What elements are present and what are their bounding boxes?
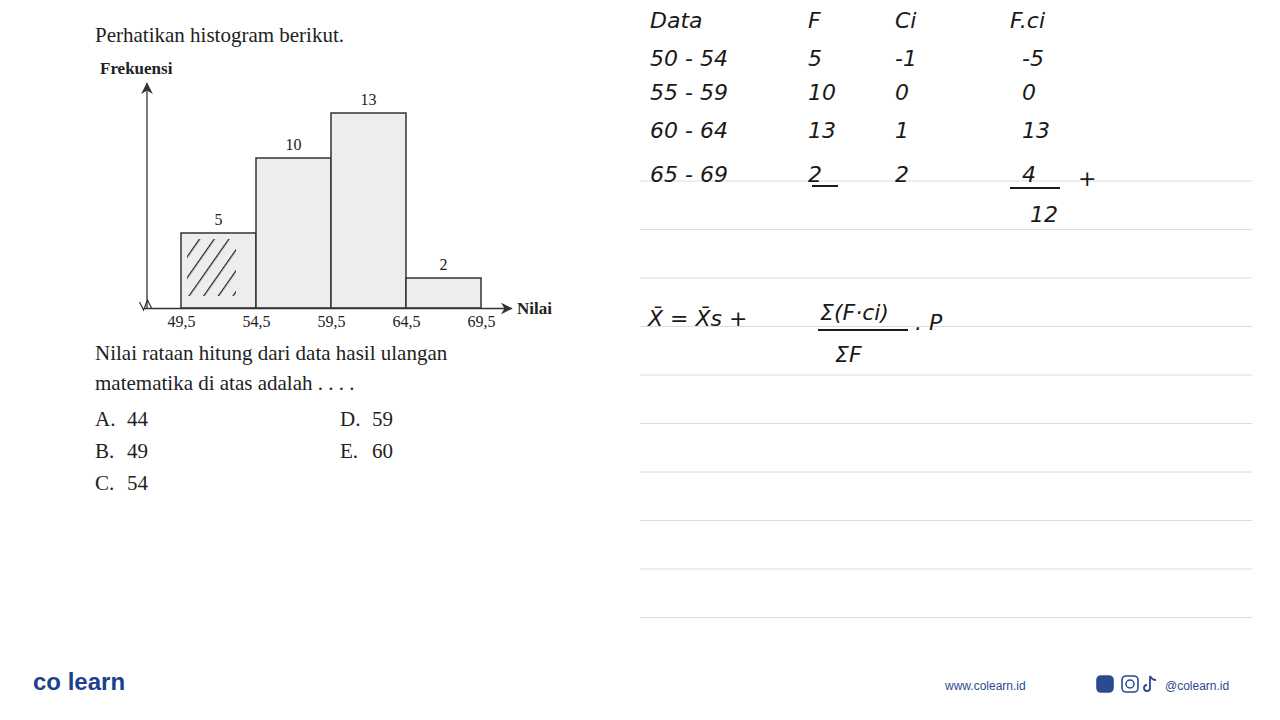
- histogram-bar: [331, 113, 406, 308]
- note-cell: 0: [1022, 80, 1036, 105]
- ruled-line: [640, 520, 1252, 521]
- x-tick-label: 69,5: [468, 313, 496, 330]
- option-text: 59: [372, 407, 393, 431]
- note-header: Ci: [895, 8, 916, 33]
- social-icon: [1144, 676, 1156, 691]
- note-total: 12: [1030, 202, 1058, 227]
- option-text: 60: [372, 439, 393, 463]
- x-tick: 69,5: [468, 308, 496, 330]
- note-cell: 10: [808, 80, 836, 105]
- data-label: 10: [286, 136, 302, 153]
- ruled-line: [640, 617, 1252, 618]
- ruled-lines: [640, 181, 1252, 618]
- social-icon: [1097, 676, 1113, 692]
- x-axis-title: Nilai: [517, 299, 552, 318]
- bar-hatch: [187, 239, 236, 296]
- formula-left: X̄ = X̄s +: [647, 306, 747, 331]
- histogram-bar: [256, 158, 331, 308]
- note-cell: 55 - 59: [650, 80, 728, 105]
- x-tick-label: 54,5: [243, 313, 271, 330]
- data-label: 13: [361, 91, 377, 108]
- note-header: F: [808, 8, 821, 33]
- note-cell: -1: [895, 46, 917, 71]
- note-cell: 4: [1022, 162, 1036, 187]
- option-text: 44: [127, 407, 149, 431]
- note-cell: 60 - 64: [650, 118, 728, 143]
- note-cell: 5: [808, 46, 822, 71]
- x-tick: 49,5: [168, 308, 196, 330]
- logo: co learn: [33, 668, 125, 695]
- note-cell: -5: [1022, 46, 1044, 71]
- social-icon-detail: [1126, 680, 1134, 688]
- histogram-bar: [181, 233, 256, 308]
- note-header: F.ci: [1010, 8, 1045, 33]
- option-letter: E.: [340, 439, 358, 463]
- data-label: 2: [440, 256, 448, 273]
- social-handle: @colearn.id: [1165, 679, 1229, 693]
- axis-break: [140, 300, 152, 310]
- option-letter: A.: [95, 407, 115, 431]
- option-letter: B.: [95, 439, 114, 463]
- x-axis: 49,5 54,5 59,5 64,5 69,5: [144, 308, 512, 330]
- ruled-line: [640, 375, 1252, 376]
- formula-numerator: Σ(F·ci): [820, 300, 889, 325]
- ruled-line: [640, 423, 1252, 424]
- note-cell: 2: [895, 162, 909, 187]
- histogram-bar: [406, 278, 481, 308]
- formula-denominator: ΣF: [835, 342, 862, 367]
- ruled-line: [640, 569, 1252, 570]
- underline: [1010, 187, 1060, 189]
- x-tick: 64,5: [393, 308, 421, 330]
- page: Perhatikan histogram berikut. Frekuensi 5 1…: [0, 0, 1280, 720]
- question-text: matematika di atas adalah . . . .: [95, 371, 355, 395]
- note-cell: 0: [895, 80, 909, 105]
- y-axis-line: [146, 84, 147, 309]
- underline: [812, 185, 838, 187]
- instruction: Perhatikan histogram berikut.: [95, 23, 344, 47]
- option-text: 54: [127, 471, 149, 495]
- note-cell: 13: [808, 118, 836, 143]
- option-text: 49: [127, 439, 148, 463]
- note-cell: 1: [895, 118, 909, 143]
- social-icons: [1097, 676, 1156, 692]
- x-tick-label: 64,5: [393, 313, 421, 330]
- fraction-bar: [818, 329, 908, 331]
- note-plus: +: [1078, 166, 1096, 191]
- bars: [181, 113, 481, 308]
- ruled-line: [640, 278, 1252, 279]
- note-cell: 2: [808, 162, 822, 187]
- data-label: 5: [215, 211, 223, 228]
- formula-right: . P: [915, 310, 943, 335]
- ruled-line: [640, 229, 1252, 230]
- social-icon: [1122, 676, 1138, 692]
- x-tick: 59,5: [318, 308, 346, 330]
- x-tick-label: 59,5: [318, 313, 346, 330]
- y-axis: [147, 84, 148, 309]
- option-letter: C.: [95, 471, 114, 495]
- note-cell: 13: [1022, 118, 1050, 143]
- ruled-line: [640, 181, 1252, 182]
- note-header: Data: [650, 8, 703, 33]
- x-tick: 54,5: [243, 308, 271, 330]
- question-text: Nilai rataan hitung dari data hasil ulan…: [95, 341, 448, 365]
- y-axis-title: Frekuensi: [100, 59, 173, 78]
- note-cell: 65 - 69: [650, 162, 728, 187]
- x-axis-line: [144, 308, 512, 309]
- x-tick-label: 49,5: [168, 313, 196, 330]
- ruled-line: [640, 472, 1252, 473]
- website: www.colearn.id: [944, 679, 1026, 693]
- option-letter: D.: [340, 407, 360, 431]
- note-cell: 50 - 54: [650, 46, 728, 71]
